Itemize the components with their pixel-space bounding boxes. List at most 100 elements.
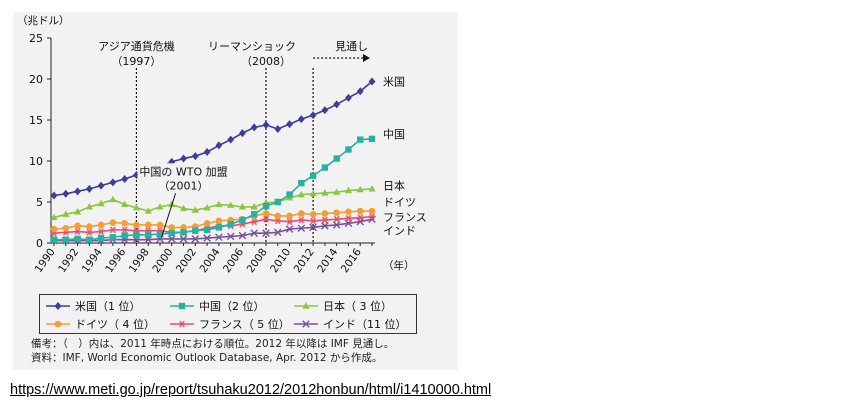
legend-swatch-marker xyxy=(54,320,62,328)
data-point-4 xyxy=(344,214,352,222)
data-point-2 xyxy=(73,208,82,215)
data-point-1 xyxy=(180,229,187,236)
gdp-line-chart: 0510152025（兆ドル）1990199219941996199820002… xyxy=(17,15,427,275)
data-point-0 xyxy=(227,135,235,144)
notes-source: 資料：IMF, World Economic Outlook Database,… xyxy=(31,352,383,364)
legend-swatch-us xyxy=(46,302,70,310)
x-tick-label: 2006 xyxy=(221,246,246,275)
data-point-0 xyxy=(321,106,329,115)
data-point-0 xyxy=(239,129,246,138)
x-tick-label: 2014 xyxy=(315,246,340,275)
x-tick-label: 1994 xyxy=(80,246,105,275)
data-point-2 xyxy=(368,185,376,192)
y-tick-label: 5 xyxy=(36,196,43,209)
data-point-0 xyxy=(203,147,211,156)
legend-swatch-india xyxy=(294,320,318,328)
end-label-india: インド xyxy=(383,225,416,238)
series-line-2 xyxy=(53,188,373,219)
data-point-1 xyxy=(168,229,175,237)
x-tick-label: 1998 xyxy=(127,246,152,275)
end-label-france: フランス xyxy=(383,211,427,224)
data-point-3 xyxy=(168,224,176,231)
forecast-arrow-head xyxy=(363,54,370,62)
data-point-5 xyxy=(321,221,329,230)
data-point-2 xyxy=(121,200,129,208)
data-point-2 xyxy=(321,189,329,196)
legend-swatch-marker xyxy=(302,302,310,309)
data-point-4 xyxy=(333,215,341,223)
y-tick-label: 25 xyxy=(29,32,43,45)
figure-panel: 0 5 10 15 20 25 （兆ドル） 1990 1992 1994 1996 1998 2000 2… xyxy=(13,12,458,370)
x-tick-label: 2010 xyxy=(268,246,293,275)
data-point-3 xyxy=(309,211,317,218)
data-point-3 xyxy=(215,217,223,225)
data-point-2 xyxy=(297,190,305,198)
data-point-4 xyxy=(97,228,105,235)
data-point-0 xyxy=(121,175,129,184)
data-point-1 xyxy=(333,155,340,162)
data-point-0 xyxy=(109,178,117,187)
legend-swatch-germany xyxy=(46,320,70,328)
data-point-3 xyxy=(133,221,140,229)
series-line-0 xyxy=(53,80,373,197)
annotation-lehman-year: （2008） xyxy=(241,55,291,68)
data-point-2 xyxy=(356,185,364,193)
data-point-0 xyxy=(215,141,223,150)
data-point-4 xyxy=(321,216,329,224)
series-line-4 xyxy=(53,215,373,234)
data-point-2 xyxy=(50,213,58,221)
x-tick-label: 2000 xyxy=(150,246,175,275)
data-point-0 xyxy=(286,120,293,129)
data-point-1 xyxy=(109,234,117,241)
data-point-0 xyxy=(333,100,341,109)
data-point-1 xyxy=(133,231,140,238)
data-point-3 xyxy=(74,222,81,230)
data-point-5 xyxy=(238,231,247,240)
x-tick-label: 1990 xyxy=(33,246,58,275)
data-point-4 xyxy=(286,218,294,226)
legend-swatch-china xyxy=(170,302,194,310)
y-unit-label: （兆ドル） xyxy=(17,15,70,27)
data-point-1 xyxy=(368,135,376,143)
data-point-2 xyxy=(309,190,317,197)
source-url-link[interactable]: https://www.meti.go.jp/report/tsuhaku201… xyxy=(10,382,492,398)
data-point-5 xyxy=(179,235,188,243)
legend-swatch-japan xyxy=(294,302,318,309)
y-tick-label: 10 xyxy=(29,155,43,168)
data-point-3 xyxy=(298,210,305,217)
data-point-4 xyxy=(262,215,270,223)
data-point-2 xyxy=(156,203,164,210)
data-point-0 xyxy=(85,184,93,193)
data-point-2 xyxy=(97,199,105,207)
data-point-0 xyxy=(97,181,105,190)
x-tick-label: 2008 xyxy=(245,246,270,275)
data-point-1 xyxy=(192,227,199,234)
data-point-0 xyxy=(356,87,364,96)
data-point-1 xyxy=(227,220,234,228)
data-point-5 xyxy=(226,232,235,241)
legend-swatch-france xyxy=(170,320,194,328)
y-tick-label: 15 xyxy=(29,114,43,127)
data-point-4 xyxy=(109,226,117,234)
x-unit-label: （年） xyxy=(383,259,415,272)
x-tick-label: 2004 xyxy=(197,246,222,275)
data-point-0 xyxy=(368,77,376,86)
annotation-asian-crisis: アジア通貨危機 xyxy=(98,39,175,53)
data-point-3 xyxy=(180,224,187,231)
data-point-0 xyxy=(50,191,58,200)
data-point-5 xyxy=(297,224,306,233)
annotation-asian-crisis-year: （1997） xyxy=(111,55,161,68)
data-point-2 xyxy=(250,203,258,210)
data-point-5 xyxy=(285,225,294,233)
legend-label-france: フランス（ 5 位） xyxy=(199,318,290,331)
data-point-3 xyxy=(345,208,352,216)
data-point-2 xyxy=(333,188,341,195)
data-point-5 xyxy=(250,229,259,237)
data-point-1 xyxy=(97,234,105,242)
data-point-3 xyxy=(121,220,128,227)
data-point-1 xyxy=(286,191,293,198)
data-point-3 xyxy=(109,219,117,226)
data-point-1 xyxy=(74,235,81,243)
x-tick-label: 2012 xyxy=(292,246,317,275)
data-point-3 xyxy=(62,224,70,232)
